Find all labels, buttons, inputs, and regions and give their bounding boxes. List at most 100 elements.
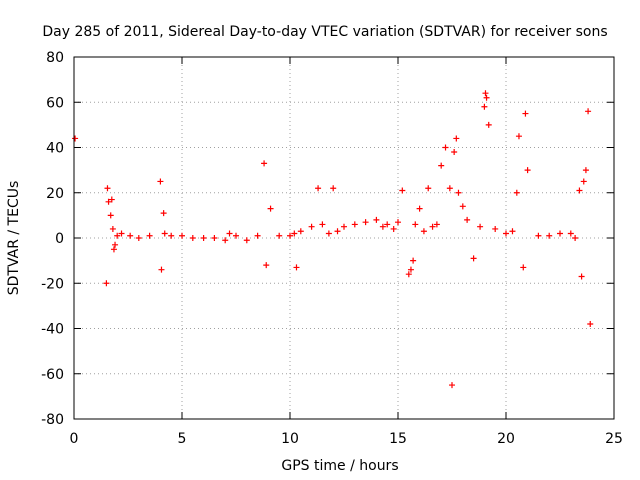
data-point (453, 135, 460, 142)
x-tick-label: 5 (178, 431, 187, 447)
x-axis-label: GPS time / hours (281, 458, 398, 474)
y-tick-label: 40 (46, 141, 64, 157)
data-point (576, 187, 583, 194)
data-point (308, 223, 315, 230)
data-point (72, 135, 79, 142)
data-point (587, 320, 594, 327)
data-point (557, 230, 563, 237)
data-point (578, 273, 585, 280)
data-point (107, 212, 114, 219)
chart-title: Day 285 of 2011, Sidereal Day-to-day VTE… (42, 24, 607, 40)
data-point (233, 232, 239, 239)
data-point (492, 225, 499, 232)
data-point (481, 103, 488, 110)
data-point (287, 232, 293, 239)
data-point (112, 241, 119, 248)
data-points (72, 90, 594, 389)
data-point (412, 221, 419, 228)
data-point (379, 223, 386, 230)
data-point (477, 223, 484, 230)
plot-frame (73, 56, 615, 420)
data-point (293, 264, 300, 271)
y-tick-label: -60 (41, 367, 64, 383)
data-point (446, 185, 453, 192)
y-tick-labels: -80 -60 -40 -20 0 20 40 60 80 (41, 50, 64, 428)
data-point (509, 228, 516, 235)
data-point (127, 232, 134, 239)
data-point (399, 187, 406, 194)
data-point (114, 232, 121, 239)
data-point (109, 225, 116, 232)
data-point (513, 189, 520, 196)
y-axis-label: SDTVAR / TECUs (6, 181, 22, 296)
data-point (464, 216, 471, 223)
data-point (315, 185, 322, 192)
data-point (524, 167, 531, 174)
data-point (105, 198, 112, 205)
data-point (483, 94, 490, 101)
data-point (226, 230, 233, 237)
data-point (222, 237, 229, 244)
data-point (319, 221, 326, 228)
x-tick-labels: 0 5 10 15 20 25 (70, 431, 623, 447)
data-point (168, 232, 175, 239)
data-point (254, 232, 261, 239)
data-point (482, 90, 489, 97)
data-point (110, 246, 117, 253)
data-point (146, 232, 153, 239)
data-point (433, 221, 440, 228)
y-tick-label: -40 (41, 322, 64, 338)
data-point (135, 235, 142, 241)
data-point (160, 210, 167, 217)
data-point (515, 133, 522, 140)
data-point (267, 205, 274, 212)
data-point (459, 203, 466, 210)
data-point (108, 196, 115, 203)
data-point (405, 271, 412, 278)
data-point (449, 382, 455, 389)
data-point (395, 219, 401, 226)
data-point (297, 228, 304, 235)
data-point (161, 230, 168, 237)
y-tick-label: 60 (46, 95, 64, 111)
data-point (200, 235, 207, 241)
x-tick-label: 15 (389, 431, 407, 447)
data-point (451, 149, 458, 156)
x-tick-label: 10 (281, 431, 299, 447)
data-point (572, 235, 579, 241)
data-point (263, 262, 270, 269)
data-point (485, 121, 492, 128)
data-point (276, 232, 283, 239)
data-point (522, 110, 529, 117)
data-point (157, 178, 164, 185)
y-tick-label: -20 (41, 276, 64, 292)
data-point (261, 160, 268, 167)
data-point (407, 266, 414, 273)
data-point (567, 230, 574, 237)
data-point (546, 232, 553, 239)
data-point (118, 230, 125, 237)
data-point (535, 232, 542, 239)
data-point (189, 235, 196, 241)
data-point (243, 237, 250, 244)
data-point (334, 228, 341, 235)
data-point (330, 185, 337, 192)
data-point (429, 223, 436, 230)
data-point (585, 108, 592, 115)
data-point (520, 264, 527, 271)
data-point (503, 230, 509, 237)
x-tick-label: 20 (497, 431, 515, 447)
x-tick-label: 0 (70, 431, 79, 447)
data-point (211, 235, 218, 241)
x-tick-label: 25 (605, 431, 623, 447)
y-tick-label: 20 (46, 186, 64, 202)
data-point (325, 230, 332, 237)
data-point (420, 228, 427, 235)
data-point (442, 144, 449, 151)
data-point (580, 178, 587, 185)
y-tick-label: -80 (41, 412, 64, 428)
data-point (390, 225, 397, 232)
data-point (373, 216, 380, 223)
